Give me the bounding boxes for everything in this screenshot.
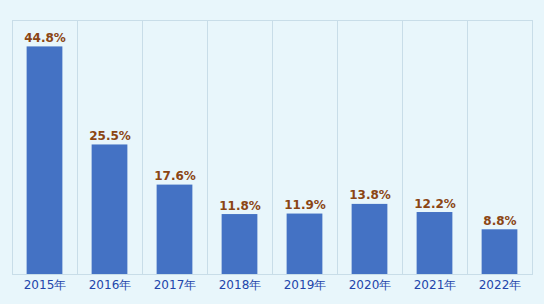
svg-text:2016年: 2016年 (89, 278, 132, 292)
svg-text:44.8%: 44.8% (24, 31, 66, 45)
svg-text:2020年: 2020年 (349, 278, 392, 292)
svg-text:2017年: 2017年 (154, 278, 197, 292)
svg-text:2015年: 2015年 (24, 278, 67, 292)
svg-text:2018年: 2018年 (219, 278, 262, 292)
svg-text:2019年: 2019年 (284, 278, 327, 292)
svg-text:11.9%: 11.9% (284, 198, 326, 212)
svg-text:25.5%: 25.5% (89, 129, 131, 143)
svg-text:8.8%: 8.8% (483, 214, 516, 228)
svg-text:2021年: 2021年 (414, 278, 457, 292)
svg-text:11.8%: 11.8% (219, 199, 261, 213)
svg-text:12.2%: 12.2% (414, 197, 456, 211)
svg-text:2022年: 2022年 (479, 278, 522, 292)
svg-text:13.8%: 13.8% (349, 188, 391, 202)
svg-text:17.6%: 17.6% (154, 169, 196, 183)
